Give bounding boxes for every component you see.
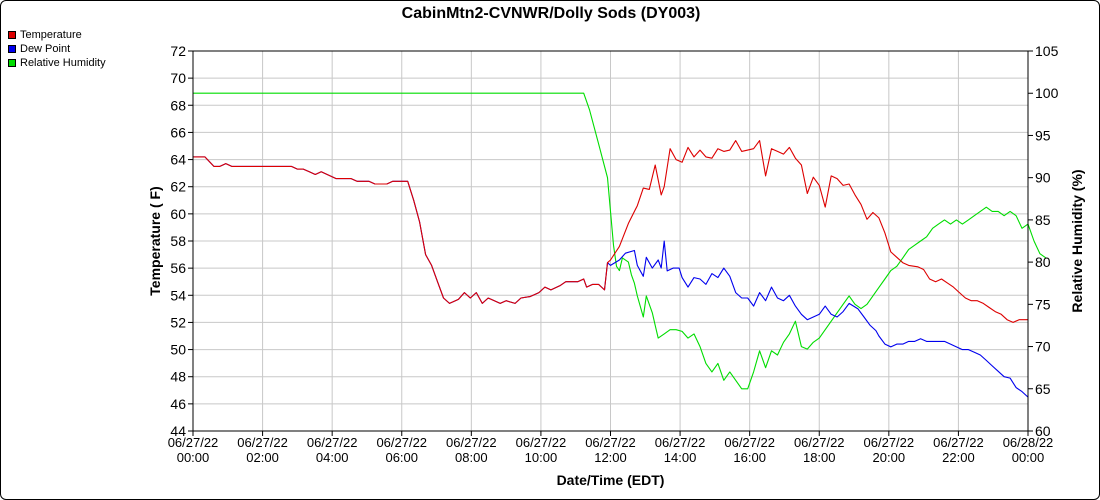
x-tick-label-time: 14:00 [664, 450, 697, 465]
axis-layer: 44 46 48 50 52 54 56 58 60 62 64 66 68 70 72 60 65 70 75 80… [168, 43, 1059, 465]
y-tick-label: 64 [170, 152, 186, 168]
y-tick-label: 50 [170, 342, 186, 358]
series-line-temperature [193, 140, 1028, 323]
legend-swatch-temperature [8, 31, 16, 39]
y-tick-label: 66 [170, 124, 186, 140]
x-tick-label-date: 06/27/22 [585, 435, 636, 450]
x-tick-label-date: 06/27/22 [794, 435, 845, 450]
x-tick-label-time: 12:00 [594, 450, 627, 465]
x-tick-label-time: 02:00 [246, 450, 279, 465]
legend-label-temperature: Temperature [20, 29, 82, 41]
y2-tick-label: 80 [1035, 254, 1051, 270]
x-tick-label-time: 10:00 [525, 450, 558, 465]
y2-tick-label: 75 [1035, 296, 1051, 312]
x-tick-label-time: 08:00 [455, 450, 488, 465]
legend-swatch-dew-point [8, 45, 16, 53]
legend-item-dew-point: Dew Point [8, 42, 106, 56]
y2-tick-label: 65 [1035, 381, 1051, 397]
x-tick-label-date: 06/27/22 [446, 435, 497, 450]
y-tick-label: 58 [170, 233, 186, 249]
x-tick-label-date: 06/28/22 [1003, 435, 1054, 450]
x-tick-label-time: 00:00 [177, 450, 210, 465]
x-tick-label-date: 06/27/22 [307, 435, 358, 450]
x-axis-title: Date/Time (EDT) [557, 472, 665, 488]
x-tick-label-time: 16:00 [733, 450, 766, 465]
y-tick-label: 62 [170, 179, 186, 195]
y-tick-label: 60 [170, 206, 186, 222]
x-tick-label-date: 06/27/22 [516, 435, 567, 450]
x-tick-label-date: 06/27/22 [655, 435, 706, 450]
chart-title: CabinMtn2-CVNWR/Dolly Sods (DY003) [401, 5, 701, 22]
legend-label-dew-point: Dew Point [20, 43, 71, 55]
x-tick-label-date: 06/27/22 [376, 435, 427, 450]
legend-item-temperature: Temperature [8, 28, 106, 42]
y-tick-label: 70 [170, 70, 186, 86]
y-tick-label: 56 [170, 260, 186, 276]
y2-tick-label: 100 [1035, 85, 1059, 101]
legend-label-relative-humidity: Relative Humidity [20, 57, 106, 69]
y-tick-label: 48 [170, 369, 186, 385]
x-tick-label-time: 04:00 [316, 450, 349, 465]
x-tick-label-time: 18:00 [803, 450, 836, 465]
y2-tick-label: 105 [1035, 43, 1059, 59]
x-tick-label-date: 06/27/22 [237, 435, 288, 450]
x-tick-label-time: 20:00 [873, 450, 906, 465]
y-axis-title: Temperature ( F) [147, 186, 163, 295]
y-tick-label: 46 [170, 396, 186, 412]
chart-legend: Temperature Dew Point Relative Humidity [8, 28, 106, 70]
x-tick-label-time: 22:00 [942, 450, 975, 465]
series-line-relative-humidity [193, 92, 1047, 390]
y2-tick-label: 90 [1035, 170, 1051, 186]
x-tick-label-date: 06/27/22 [724, 435, 775, 450]
x-tick-label-time: 06:00 [385, 450, 418, 465]
y-tick-label: 72 [170, 43, 186, 59]
y-tick-label: 44 [170, 423, 186, 439]
series-layer [193, 92, 1047, 398]
x-tick-label-date: 06/27/22 [168, 435, 219, 450]
x-tick-label-time: 00:00 [1012, 450, 1045, 465]
x-tick-label-date: 06/27/22 [864, 435, 915, 450]
y-tick-label: 54 [170, 287, 186, 303]
y2-tick-label: 60 [1035, 423, 1051, 439]
x-tick-label-date: 06/27/22 [933, 435, 984, 450]
y2-tick-label: 85 [1035, 212, 1051, 228]
y2-axis-title: Relative Humidity (%) [1069, 169, 1085, 312]
legend-item-relative-humidity: Relative Humidity [8, 56, 106, 70]
y-tick-label: 52 [170, 314, 186, 330]
y2-tick-label: 70 [1035, 339, 1051, 355]
y-tick-label: 68 [170, 97, 186, 113]
y2-tick-label: 95 [1035, 127, 1051, 143]
legend-swatch-relative-humidity [8, 59, 16, 67]
